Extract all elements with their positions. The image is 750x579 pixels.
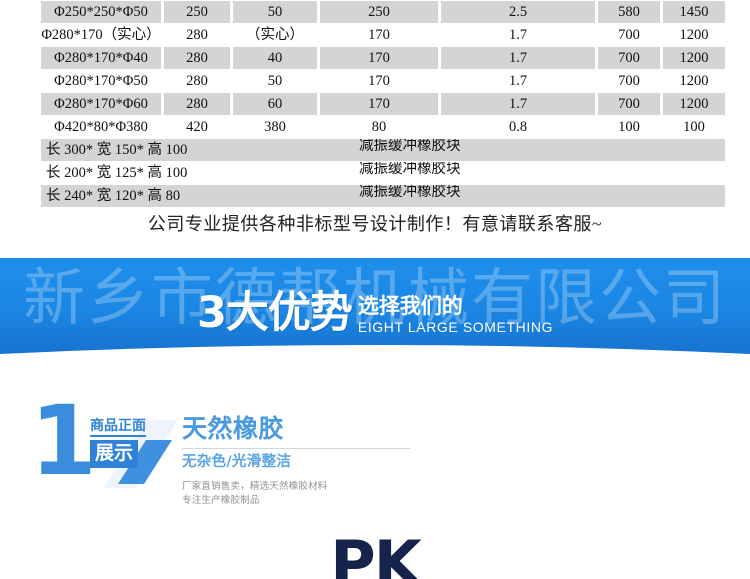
feature-description-line-1: 厂家直销售卖，精选天然橡胶材料 bbox=[182, 480, 328, 492]
table-cell: Φ420*80*Φ380 bbox=[41, 116, 161, 138]
table-cell: 100 bbox=[598, 116, 660, 138]
table-cell: 280 bbox=[164, 70, 230, 92]
table-cell: 1.7 bbox=[441, 93, 595, 115]
table-cell: 700 bbox=[598, 70, 660, 92]
table-cell: 80 bbox=[320, 116, 438, 138]
table-cell: Φ280*170*Φ40 bbox=[41, 47, 161, 69]
table-cell-merged-note: 减振缓冲橡胶块 bbox=[359, 185, 461, 200]
banner-subtitle-group: 选择我们的 EIGHT LARGE SOMETHING bbox=[358, 292, 553, 336]
feature-block-1: 1 商品正面 展示 天然橡胶 无杂色/光滑整洁 厂家直销售卖，精选天然橡胶材料 … bbox=[0, 385, 750, 515]
table-cell: 1200 bbox=[663, 47, 725, 69]
table-cell: 50 bbox=[233, 70, 317, 92]
table-cell: 1450 bbox=[663, 1, 725, 23]
table-cell-merged-note: 减振缓冲橡胶块 bbox=[359, 139, 461, 154]
table-cell: 700 bbox=[598, 47, 660, 69]
table-cell: Φ280*170*Φ50 bbox=[41, 70, 161, 92]
advantages-banner: 新乡市德帮机械有限公司 3大优势 选择我们的 EIGHT LARGE SOMET… bbox=[0, 258, 750, 362]
feature-description-line-2: 专注生产橡胶制品 bbox=[182, 494, 260, 506]
table-row: Φ280*170（实心） 280 （实心） 170 1.7 700 1200 bbox=[41, 24, 725, 46]
table-cell: Φ280*170（实心） bbox=[41, 24, 161, 46]
table-cell: 280 bbox=[164, 24, 230, 46]
table-cell-merged: 长 240* 宽 120* 高 80 减振缓冲橡胶块 bbox=[41, 185, 725, 207]
table-row: Φ280*170*Φ50 280 50 170 1.7 700 1200 bbox=[41, 70, 725, 92]
table-cell: 250 bbox=[320, 1, 438, 23]
table-cell: 420 bbox=[164, 116, 230, 138]
table-cell: 280 bbox=[164, 93, 230, 115]
table-cell-merged: 长 200* 宽 125* 高 100 减振缓冲橡胶块 bbox=[41, 162, 725, 184]
banner-background-shape bbox=[0, 258, 750, 354]
table-cell: 1.7 bbox=[441, 70, 595, 92]
table-cell: 40 bbox=[233, 47, 317, 69]
banner-content: 3大优势 选择我们的 EIGHT LARGE SOMETHING bbox=[0, 288, 750, 338]
table-cell: 170 bbox=[320, 24, 438, 46]
table-cell-merged-note: 减振缓冲橡胶块 bbox=[359, 162, 461, 177]
table-cell: 1200 bbox=[663, 93, 725, 115]
table-cell: （实心） bbox=[233, 24, 317, 46]
feature-badge: 商品正面 展示 bbox=[86, 418, 182, 490]
specification-table: Φ250*250*Φ50 250 50 250 2.5 580 1450 Φ280*170（实… bbox=[38, 0, 728, 208]
banner-subtitle-en: EIGHT LARGE SOMETHING bbox=[357, 319, 554, 336]
badge-top-label: 商品正面 bbox=[90, 418, 146, 438]
table-cell: 1.7 bbox=[441, 24, 595, 46]
table-cell: 170 bbox=[320, 47, 438, 69]
promo-text: 公司专业提供各种非标型号设计制作！有意请联系客服~ bbox=[147, 214, 603, 234]
table-cell: 1.7 bbox=[441, 47, 595, 69]
table-cell: 380 bbox=[233, 116, 317, 138]
table-row: Φ250*250*Φ50 250 50 250 2.5 580 1450 bbox=[41, 1, 725, 23]
table-cell: 700 bbox=[598, 93, 660, 115]
table-cell: 170 bbox=[320, 70, 438, 92]
table-cell: 280 bbox=[164, 47, 230, 69]
table-cell-merged: 长 300* 宽 150* 高 100 减振缓冲橡胶块 bbox=[41, 139, 725, 161]
pk-heading: PK bbox=[330, 527, 421, 579]
table-cell: 250 bbox=[164, 1, 230, 23]
table-cell: 60 bbox=[233, 93, 317, 115]
table-row: 长 200* 宽 125* 高 100 减振缓冲橡胶块 bbox=[41, 162, 725, 184]
banner-subtitle-cn: 选择我们的 bbox=[357, 294, 463, 318]
table-cell: Φ250*250*Φ50 bbox=[41, 1, 161, 23]
table-cell: 700 bbox=[598, 24, 660, 46]
table-row: Φ280*170*Φ60 280 60 170 1.7 700 1200 bbox=[41, 93, 725, 115]
feature-title: 天然橡胶 bbox=[182, 414, 285, 443]
table-cell: 100 bbox=[663, 116, 725, 138]
table-cell: 0.8 bbox=[441, 116, 595, 138]
table-row: 长 240* 宽 120* 高 80 减振缓冲橡胶块 bbox=[41, 185, 725, 207]
badge-bottom-label: 展示 bbox=[90, 440, 139, 468]
banner-headline: 3大优势 bbox=[196, 288, 353, 338]
table-row: 长 300* 宽 150* 高 100 减振缓冲橡胶块 bbox=[41, 139, 725, 161]
feature-number: 1 bbox=[30, 385, 97, 497]
feature-divider bbox=[182, 447, 410, 449]
pk-footer: PK bbox=[0, 515, 750, 579]
table-cell: 1200 bbox=[663, 24, 725, 46]
table-cell: 2.5 bbox=[441, 1, 595, 23]
spec-table-body: Φ250*250*Φ50 250 50 250 2.5 580 1450 Φ280*170（实… bbox=[41, 1, 725, 207]
table-row: Φ280*170*Φ40 280 40 170 1.7 700 1200 bbox=[41, 47, 725, 69]
feature-description: 厂家直销售卖，精选天然橡胶材料 专注生产橡胶制品 bbox=[182, 480, 602, 508]
table-cell: 170 bbox=[320, 93, 438, 115]
table-cell: 50 bbox=[233, 1, 317, 23]
spec-table-container: Φ250*250*Φ50 250 50 250 2.5 580 1450 Φ280*170（实… bbox=[38, 0, 725, 208]
feature-subtitle: 无杂色/光滑整洁 bbox=[182, 453, 292, 470]
table-cell: Φ280*170*Φ60 bbox=[41, 93, 161, 115]
feature-text-group: 天然橡胶 无杂色/光滑整洁 厂家直销售卖，精选天然橡胶材料 专注生产橡胶制品 bbox=[182, 415, 602, 507]
badge-arrow-icon bbox=[104, 420, 178, 488]
table-cell: 1200 bbox=[663, 70, 725, 92]
table-row: Φ420*80*Φ380 420 380 80 0.8 100 100 bbox=[41, 116, 725, 138]
table-cell: 580 bbox=[598, 1, 660, 23]
